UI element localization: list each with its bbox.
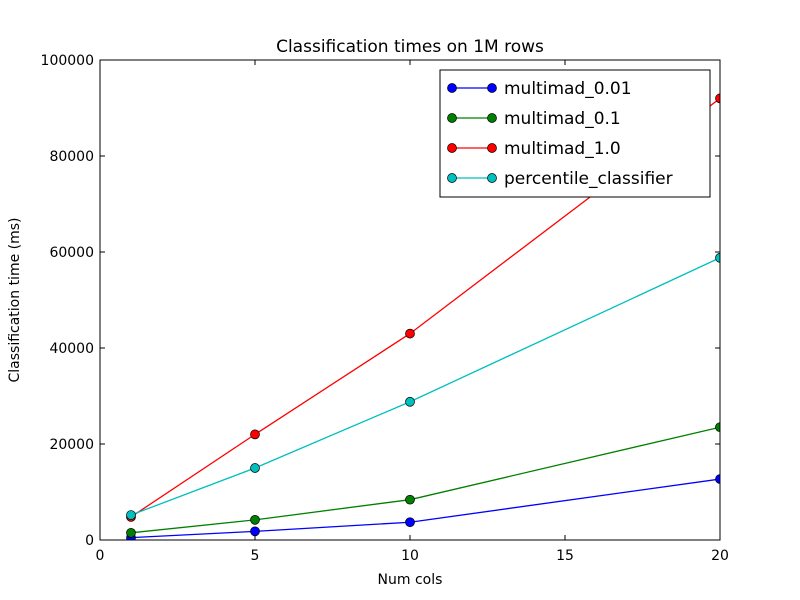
data-point-multimad_0.1-2: [405, 494, 415, 505]
data-point-percentile_classifier-3: [715, 252, 720, 263]
data-point-multimad_0.1-0: [126, 527, 136, 538]
legend-label-percentile_classifier: percentile_classifier: [504, 169, 673, 189]
x-tick-label-1: 5: [251, 548, 260, 564]
legend-label-multimad_0.01: multimad_0.01: [504, 79, 632, 99]
legend-marker-right-multimad_0.01: [487, 83, 497, 93]
legend-marker-left-multimad_1.0: [447, 143, 457, 153]
legend-marker-left-percentile_classifier: [447, 173, 457, 183]
data-point-multimad_0.01-1: [250, 526, 260, 537]
legend-box: [439, 69, 711, 198]
y-tick-label-2: 40000: [49, 341, 94, 357]
chart-title: Classification times on 1M rows: [276, 37, 544, 57]
legend-marker-left-multimad_0.1: [447, 113, 457, 123]
legend-label-multimad_1.0: multimad_1.0: [504, 139, 621, 159]
x-tick-label-3: 15: [556, 548, 574, 564]
legend-marker-left-multimad_0.01: [447, 83, 457, 93]
y-tick-label-5: 100000: [41, 53, 94, 69]
y-tick-label-4: 80000: [49, 149, 94, 165]
legend-marker-right-percentile_classifier: [487, 173, 497, 183]
data-point-multimad_1.0-1: [250, 429, 260, 440]
y-tick-label-0: 0: [85, 533, 94, 549]
y-axis-title: Classification time (ms): [7, 217, 23, 382]
series-line-percentile_classifier: [130, 257, 720, 516]
data-point-multimad_0.1-1: [250, 514, 260, 525]
x-axis-title: Num cols: [378, 572, 443, 588]
data-point-percentile_classifier-2: [405, 396, 415, 407]
x-tick-label-2: 10: [401, 548, 419, 564]
data-point-multimad_1.0-3: [715, 93, 720, 104]
x-tick-label-4: 20: [711, 548, 729, 564]
series-line-multimad_1.0: [130, 97, 720, 518]
legend-marker-right-multimad_0.1: [487, 113, 497, 123]
y-tick-label-3: 60000: [49, 245, 94, 261]
data-point-multimad_0.1-3: [715, 422, 720, 433]
y-tick-label-1: 20000: [49, 437, 94, 453]
legend: multimad_0.01 multimad_0.1 multimad_1.0per…: [439, 69, 711, 198]
legend-marker-right-multimad_1.0: [487, 143, 497, 153]
data-point-multimad_0.01-2: [405, 517, 415, 528]
series-line-multimad_0.1: [130, 426, 720, 534]
series-line-multimad_0.01: [130, 478, 720, 539]
data-point-percentile_classifier-1: [250, 463, 260, 473]
data-point-percentile_classifier-0: [126, 510, 136, 520]
x-tick-label-0: 0: [96, 548, 105, 564]
legend-label-multimad_0.1: multimad_0.1: [504, 109, 621, 129]
data-point-multimad_0.01-3: [715, 474, 720, 484]
data-point-multimad_1.0-2: [405, 328, 415, 339]
